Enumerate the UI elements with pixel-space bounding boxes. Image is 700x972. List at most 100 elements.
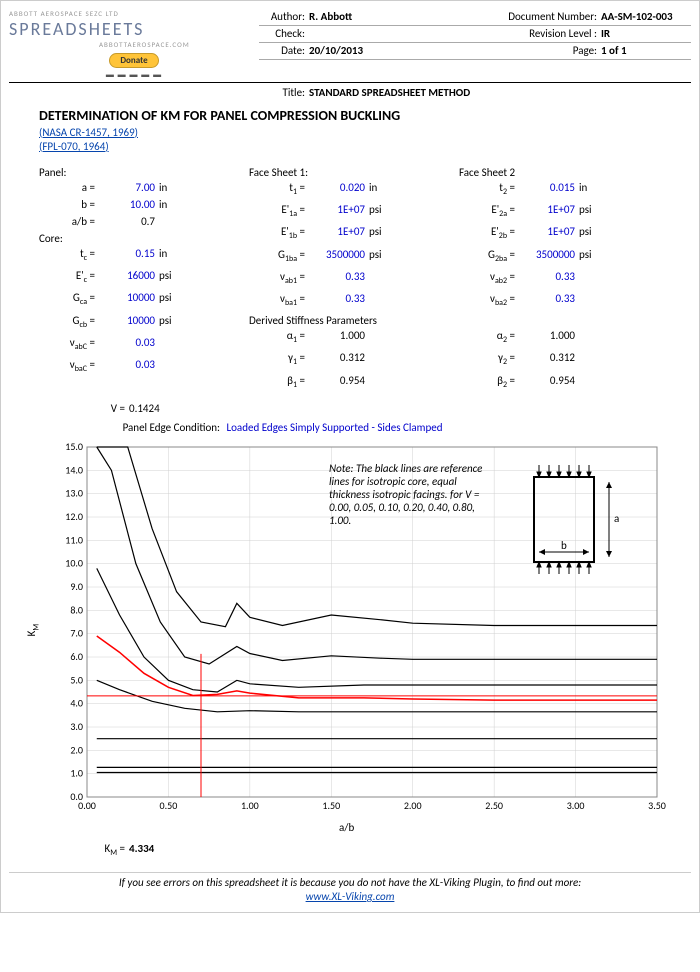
author-label: Author: (259, 9, 309, 25)
svg-text:1.50: 1.50 (322, 799, 340, 812)
meta-left: Author:R. Abbott Check: Date:20/10/2013 (259, 9, 491, 80)
svg-text:5.0: 5.0 (70, 673, 83, 686)
svg-text:14.0: 14.0 (65, 463, 83, 476)
t2-value: 0.015 (519, 179, 579, 201)
svg-text:3.50: 3.50 (648, 799, 666, 812)
logo-block: ABBOTT AEROSPACE SEZC LTD SPREADSHEETS A… (9, 9, 259, 80)
svg-text:1.0: 1.0 (70, 766, 83, 779)
svg-text:4.0: 4.0 (70, 696, 83, 709)
vab2-value: 0.33 (519, 268, 579, 290)
km-label: KM = (69, 840, 129, 862)
E1a-label: E'1a = (249, 201, 309, 223)
E1b-label: E'1b = (249, 223, 309, 245)
docnum-value: AA-SM-102-003 (601, 9, 691, 25)
vabc-label: νabC = (39, 334, 99, 356)
ab-value: 0.7 (99, 213, 159, 230)
g1-value: 0.312 (309, 349, 369, 371)
svg-text:2.50: 2.50 (485, 799, 503, 812)
edge-value: Loaded Edges Simply Supported - Sides Cl… (227, 421, 443, 434)
spreadsheet-page: ABBOTT AEROSPACE SEZC LTD SPREADSHEETS A… (0, 0, 700, 913)
page-label: Page: (491, 43, 601, 59)
footer-link[interactable]: www.XL-Viking.com (306, 890, 395, 903)
facesheet1-column: Face Sheet 1: t1 =0.020in E'1a =1E+07psi… (249, 166, 449, 394)
Gca-unit: psi (159, 289, 189, 311)
logo-url: ABBOTTAEROSPACE.COM (99, 40, 259, 49)
b1-value: 0.954 (309, 372, 369, 394)
diagram-b-label: b (561, 539, 567, 552)
ab-label: a/b = (39, 213, 99, 230)
svg-text:2.00: 2.00 (404, 799, 422, 812)
a-unit: in (159, 179, 189, 196)
vba1-value: 0.33 (309, 290, 369, 312)
G1ba-unit: psi (369, 246, 399, 268)
vbac-label: νbaC = (39, 356, 99, 378)
date-label: Date: (259, 43, 309, 59)
E2b-value: 1E+07 (519, 223, 579, 245)
author-value: R. Abbott (309, 9, 491, 25)
E2a-label: E'2a = (459, 201, 519, 223)
E2a-value: 1E+07 (519, 201, 579, 223)
footer-message: If you see errors on this spreadsheet it… (9, 876, 691, 890)
footer: If you see errors on this spreadsheet it… (9, 872, 691, 904)
E2b-label: E'2b = (459, 223, 519, 245)
svg-text:15.0: 15.0 (65, 442, 83, 453)
dsp-heading: Derived Stiffness Parameters (249, 314, 449, 327)
Ec-unit: psi (159, 267, 189, 289)
G2ba-value: 3500000 (519, 246, 579, 268)
a1-value: 1.000 (309, 327, 369, 349)
Gcb-value: 10000 (99, 312, 159, 334)
Ec-label: E'c = (39, 267, 99, 289)
b1-label: β1 = (249, 372, 309, 394)
vab1-value: 0.33 (309, 268, 369, 290)
Gcb-unit: psi (159, 312, 189, 334)
Gcb-label: Gcb = (39, 312, 99, 334)
svg-text:1.00: 1.00 (241, 799, 259, 812)
panel-core-column: Panel: a =7.00in b =10.00in a/b =0.7 Cor… (39, 166, 239, 394)
svg-text:11.0: 11.0 (65, 533, 83, 546)
b2-value: 0.954 (519, 372, 579, 394)
V-value: 0.1424 (129, 400, 189, 417)
vab2-label: νab2 = (459, 268, 519, 290)
g2-label: γ2 = (459, 349, 519, 371)
fs1-heading: Face Sheet 1: (249, 166, 449, 179)
facesheet2-column: Face Sheet 2 t2 =0.015in E'2a =1E+07psi … (459, 166, 659, 394)
b-value: 10.00 (99, 196, 159, 213)
tc-label: tc = (39, 245, 99, 267)
payment-cards-icon: ▬ ▬ ▬ ▬ ▬ (9, 70, 259, 80)
tc-unit: in (159, 245, 189, 267)
svg-text:10.0: 10.0 (65, 556, 83, 569)
G2ba-unit: psi (579, 246, 609, 268)
t2-label: t2 = (459, 179, 519, 201)
reference-link-2[interactable]: (FPL-070, 1964) (39, 140, 691, 154)
svg-text:12.0: 12.0 (65, 510, 83, 523)
t1-value: 0.020 (309, 179, 369, 201)
header: ABBOTT AEROSPACE SEZC LTD SPREADSHEETS A… (9, 9, 691, 83)
svg-text:8.0: 8.0 (70, 603, 83, 616)
core-heading: Core: (39, 232, 239, 245)
G1ba-value: 3500000 (309, 246, 369, 268)
check-value (309, 26, 491, 42)
svg-text:0.50: 0.50 (160, 799, 178, 812)
donate-button[interactable]: Donate (109, 53, 158, 68)
V-label: V = (69, 400, 129, 417)
edge-label: Panel Edge Condition: (39, 421, 224, 434)
reference-link-1[interactable]: (NASA CR-1457, 1969) (39, 126, 691, 140)
docnum-label: Document Number: (491, 9, 601, 25)
page-value: 1 of 1 (601, 43, 691, 59)
vbac-value: 0.03 (99, 356, 159, 378)
E1a-unit: psi (369, 201, 399, 223)
t1-label: t1 = (249, 179, 309, 201)
E1a-value: 1E+07 (309, 201, 369, 223)
rev-value: IR (601, 26, 691, 42)
svg-text:3.0: 3.0 (70, 720, 83, 733)
a2-value: 1.000 (519, 327, 579, 349)
vab1-label: νab1 = (249, 268, 309, 290)
title-value: STANDARD SPREADSHEET METHOD (309, 85, 470, 101)
svg-text:2.0: 2.0 (70, 743, 83, 756)
svg-text:13.0: 13.0 (65, 486, 83, 499)
logo-company: ABBOTT AEROSPACE SEZC LTD (9, 9, 259, 18)
svg-text:6.0: 6.0 (70, 650, 83, 663)
km-value: 4.334 (129, 840, 154, 862)
tc-value: 0.15 (99, 245, 159, 267)
t1-unit: in (369, 179, 399, 201)
